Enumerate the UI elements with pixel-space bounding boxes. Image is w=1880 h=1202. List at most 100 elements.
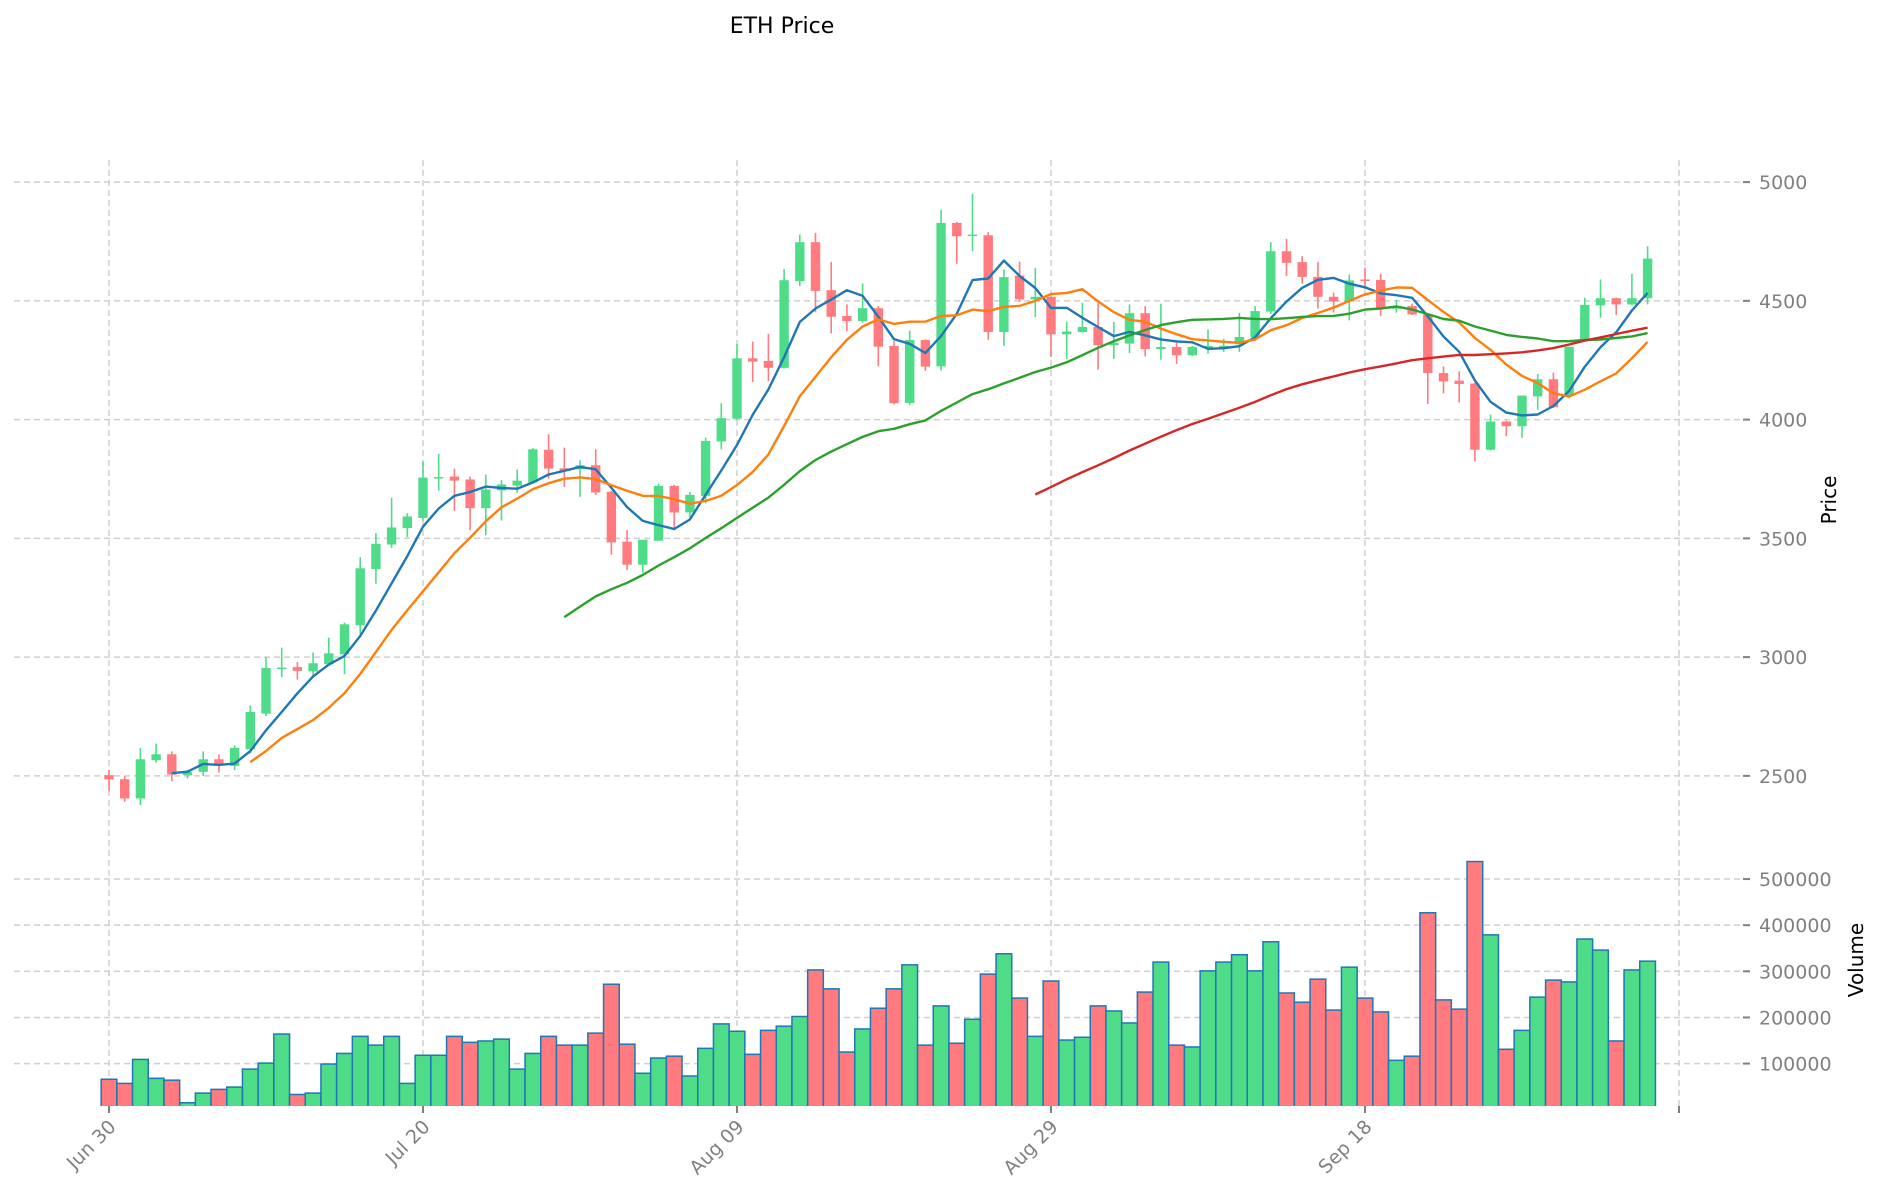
volume-bar xyxy=(241,1068,259,1106)
candle-body xyxy=(967,234,978,237)
candle-body xyxy=(229,747,240,766)
candle-body xyxy=(1611,298,1621,305)
candle-body xyxy=(1533,379,1543,397)
candle-body xyxy=(1360,279,1370,281)
volume-bar xyxy=(1450,1008,1468,1106)
candle-body xyxy=(1171,346,1182,356)
candle-body xyxy=(182,771,193,776)
candle xyxy=(1642,246,1653,305)
candle-body xyxy=(1485,421,1496,450)
date-tick-label: Jul 20 xyxy=(381,1116,435,1170)
volume-bar xyxy=(540,1035,558,1106)
volume-bar xyxy=(728,1030,746,1106)
volume-bar xyxy=(1246,970,1264,1106)
volume-bar xyxy=(257,1062,275,1106)
candle-body xyxy=(1642,258,1653,299)
volume-bar xyxy=(649,1057,668,1106)
volume-bar xyxy=(1293,1001,1311,1106)
candle-body xyxy=(1203,345,1213,348)
candle-body xyxy=(1580,304,1590,341)
candle-body xyxy=(905,340,915,403)
candle-body xyxy=(857,308,868,322)
candle-body xyxy=(512,480,522,486)
candle xyxy=(229,745,240,771)
candle-body xyxy=(1014,275,1025,300)
candle xyxy=(638,539,648,574)
volume-bar xyxy=(367,1044,385,1106)
volume-bar xyxy=(1199,970,1217,1106)
candle xyxy=(465,476,475,531)
candle-body xyxy=(1517,395,1527,427)
candle xyxy=(606,490,617,555)
volume-bar xyxy=(665,1055,683,1106)
candle-body xyxy=(308,663,318,672)
volume-bars xyxy=(100,860,1657,1106)
volume-bar xyxy=(948,1042,966,1106)
candle-body xyxy=(481,489,491,509)
candle-body xyxy=(402,516,412,529)
candle xyxy=(1611,297,1621,315)
volume-bar xyxy=(524,1052,542,1106)
volume-bar xyxy=(744,1053,762,1106)
candle xyxy=(339,622,350,675)
date-tick-label: Sep 18 xyxy=(1314,1116,1376,1178)
volume-bar xyxy=(1623,969,1641,1106)
candle-body xyxy=(653,485,664,541)
candle-body xyxy=(1454,380,1464,384)
volume-bar xyxy=(1466,860,1484,1106)
candle xyxy=(559,447,569,487)
volume-bar xyxy=(461,1041,479,1106)
volume-bar xyxy=(1325,1009,1343,1106)
candle-body xyxy=(763,360,774,368)
candle-body xyxy=(528,449,538,483)
candle xyxy=(1266,242,1276,314)
candle-body xyxy=(1062,331,1072,335)
volume-bar xyxy=(1215,961,1233,1106)
volume-bar xyxy=(995,953,1013,1106)
candle xyxy=(732,343,742,420)
candle-body xyxy=(1423,314,1433,374)
candle-body xyxy=(999,277,1009,332)
candle-body xyxy=(889,345,899,404)
candle xyxy=(1297,256,1307,284)
candle-body xyxy=(716,418,726,442)
candle-body xyxy=(135,759,146,799)
candle-body xyxy=(1046,296,1056,335)
candle xyxy=(1470,382,1480,462)
candle-body xyxy=(606,491,617,543)
volume-bar xyxy=(210,1088,228,1106)
candle-body xyxy=(810,242,821,291)
candle xyxy=(1627,273,1637,306)
candle-body xyxy=(214,759,224,765)
chart-title: ETH Price xyxy=(730,14,835,39)
candle xyxy=(967,193,978,252)
candle xyxy=(1517,395,1527,438)
candle-body xyxy=(245,711,255,750)
candle xyxy=(324,637,334,666)
volume-bar xyxy=(587,1032,605,1106)
date-tick-label: Aug 09 xyxy=(685,1116,748,1179)
volume-bar xyxy=(1591,949,1610,1106)
volume-bar xyxy=(869,1007,887,1106)
volume-bar xyxy=(806,969,825,1106)
candle xyxy=(371,533,381,584)
candle xyxy=(920,339,931,371)
volume-bar xyxy=(602,983,620,1106)
candle xyxy=(1156,303,1166,360)
volume-bar xyxy=(194,1092,212,1106)
price-tick-label: 3500 xyxy=(1759,528,1807,550)
volume-bar xyxy=(1340,966,1358,1106)
candle xyxy=(104,770,114,792)
candle xyxy=(151,743,161,763)
candle xyxy=(292,662,303,680)
candle xyxy=(779,269,789,369)
volume-bar xyxy=(147,1077,165,1106)
volume-bar xyxy=(116,1082,134,1106)
volume-bar xyxy=(775,1025,793,1106)
candle xyxy=(700,437,711,504)
candle-body xyxy=(465,479,475,509)
price-tick-label: 2500 xyxy=(1759,766,1807,788)
candle xyxy=(1454,371,1464,403)
volume-bar xyxy=(1544,979,1563,1106)
volume-bar xyxy=(697,1047,715,1106)
